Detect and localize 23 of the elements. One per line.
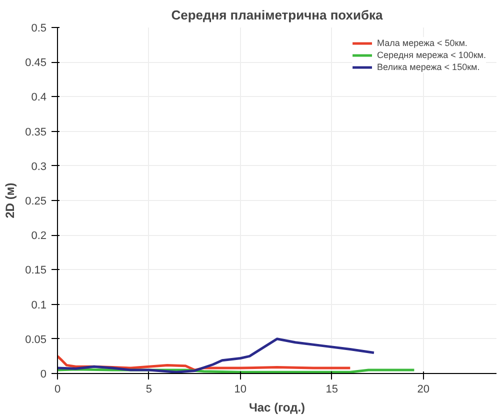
chart-title: Середня планіметрична похибка [171, 8, 384, 22]
line-series [58, 338, 376, 374]
y-axis-title: 2D (м) [3, 182, 18, 218]
y-tick-label: 0.2 [31, 230, 47, 242]
x-tick-label: 5 [146, 384, 152, 396]
y-tick-label: 0.25 [25, 196, 47, 208]
y-tick-label: 0.45 [25, 57, 47, 70]
y-tick-label: 0.4 [31, 92, 47, 104]
y-tick-label: 0.1 [31, 299, 47, 312]
x-tick-label: 20 [417, 384, 430, 396]
legend-label: Велика мережа < 150км. [377, 61, 480, 73]
y-tick-label: 0.35 [25, 126, 47, 138]
y-tick-label: 0 [40, 368, 47, 380]
y-tick-label: 0.3 [31, 160, 47, 173]
y-tick-label: 0.15 [25, 264, 47, 277]
x-axis-title: Час (год.) [248, 400, 306, 414]
legend-label: Мала мережа < 50км. [377, 37, 468, 49]
legend-label: Середня мережа < 100км. [377, 49, 486, 61]
y-tick-label: 0.5 [31, 22, 47, 34]
x-tick-label: 15 [326, 384, 338, 396]
y-tick-label: 0.05 [25, 334, 47, 346]
x-tick-label: 0 [54, 384, 61, 396]
x-tick-label: 10 [234, 384, 247, 396]
